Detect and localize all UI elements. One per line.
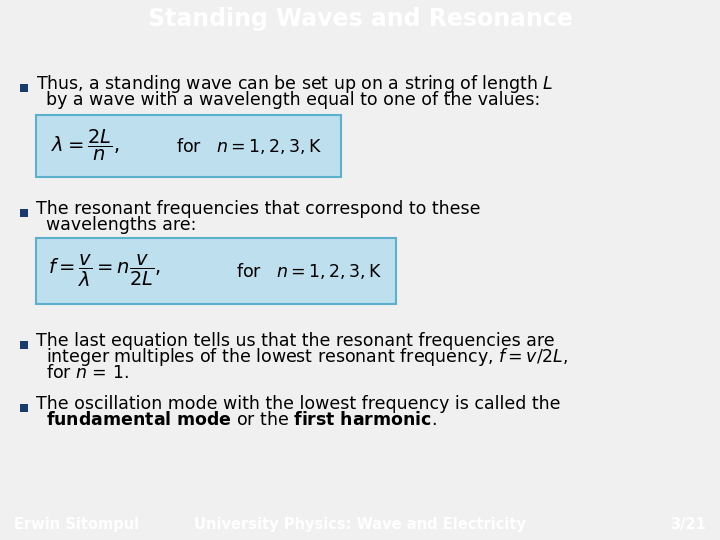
Text: $\lambda = \dfrac{2L}{n},$: $\lambda = \dfrac{2L}{n},$ — [51, 128, 120, 163]
Text: The resonant frequencies that correspond to these: The resonant frequencies that correspond… — [36, 200, 480, 218]
Text: for $n$ = 1.: for $n$ = 1. — [46, 363, 129, 382]
Text: The last equation tells us that the resonant frequencies are: The last equation tells us that the reso… — [36, 332, 554, 350]
Bar — [20, 341, 28, 349]
Text: 3/21: 3/21 — [670, 517, 706, 532]
Text: Standing Waves and Resonance: Standing Waves and Resonance — [148, 8, 572, 31]
FancyBboxPatch shape — [36, 238, 396, 303]
Text: integer multiples of the lowest resonant frequency, $f = v/2L$,: integer multiples of the lowest resonant… — [46, 346, 568, 368]
Text: $\bf{fundamental\ mode}$ or the $\bf{first\ harmonic}$.: $\bf{fundamental\ mode}$ or the $\bf{fir… — [46, 411, 437, 429]
Text: Thus, a standing wave can be set up on a string of length $L$: Thus, a standing wave can be set up on a… — [36, 73, 554, 94]
Text: wavelengths are:: wavelengths are: — [46, 215, 197, 234]
Text: $f = \dfrac{v}{\lambda} = n\dfrac{v}{2L},$: $f = \dfrac{v}{\lambda} = n\dfrac{v}{2L}… — [48, 253, 161, 289]
Bar — [20, 84, 28, 92]
Text: The oscillation mode with the lowest frequency is called the: The oscillation mode with the lowest fre… — [36, 395, 560, 413]
Text: for   $n = 1, 2, 3, \mathrm{K}$: for $n = 1, 2, 3, \mathrm{K}$ — [176, 136, 323, 156]
Text: University Physics: Wave and Electricity: University Physics: Wave and Electricity — [194, 517, 526, 532]
Bar — [20, 208, 28, 217]
Text: for   $n = 1, 2, 3, \mathrm{K}$: for $n = 1, 2, 3, \mathrm{K}$ — [236, 261, 382, 281]
FancyBboxPatch shape — [36, 114, 341, 177]
Text: Erwin Sitompul: Erwin Sitompul — [14, 517, 140, 532]
Bar — [20, 404, 28, 411]
Text: by a wave with a wavelength equal to one of the values:: by a wave with a wavelength equal to one… — [46, 91, 540, 109]
